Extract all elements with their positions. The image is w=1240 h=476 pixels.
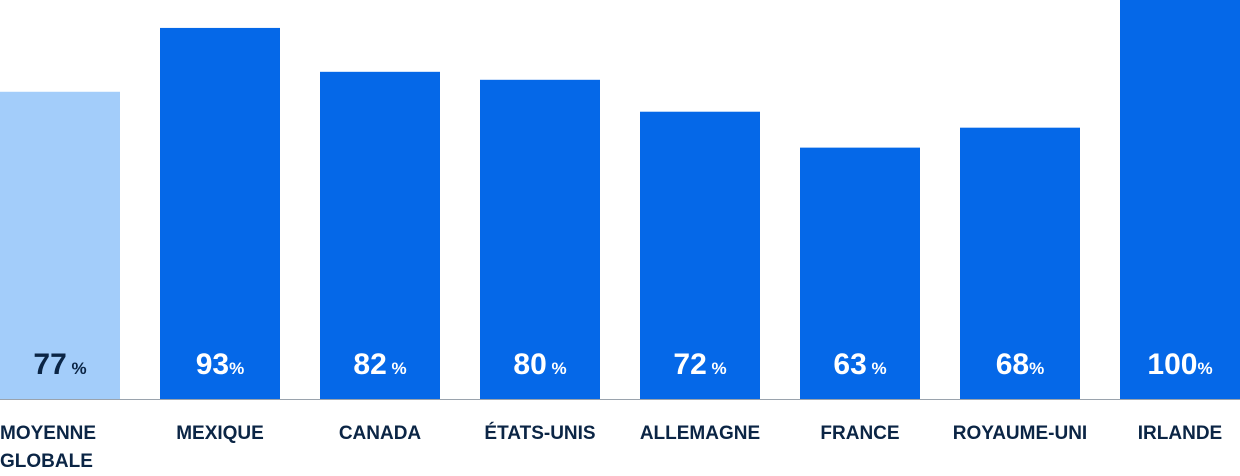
value-label: 93% [196,348,245,381]
value-label: 77 % [33,348,86,381]
x-tick-label: MOYENNE GLOBALE [0,423,97,472]
bar [160,27,280,400]
bar [0,91,120,400]
value-label: 82 % [353,348,406,381]
value-label: 100% [1147,348,1212,381]
bar [480,79,600,400]
x-tick-label: CANADA [338,423,422,444]
x-tick-label: ALLEMAGNE [639,423,761,444]
bar [960,127,1080,400]
x-tick-label: MEXIQUE [176,423,264,444]
value-label: 80 % [513,348,566,381]
value-label: 68% [996,348,1045,381]
x-tick-label: ROYAUME-UNI [952,423,1088,444]
bar [1120,0,1240,399]
value-label: 63 % [833,348,886,381]
x-tick-label: FRANCE [820,423,900,444]
x-tick-label: IRLANDE [1137,423,1223,444]
value-label: 72 % [673,348,726,381]
bar [640,111,760,399]
bar [800,147,920,399]
bar [320,71,440,399]
x-tick-label: ÉTATS-UNIS [484,423,596,444]
